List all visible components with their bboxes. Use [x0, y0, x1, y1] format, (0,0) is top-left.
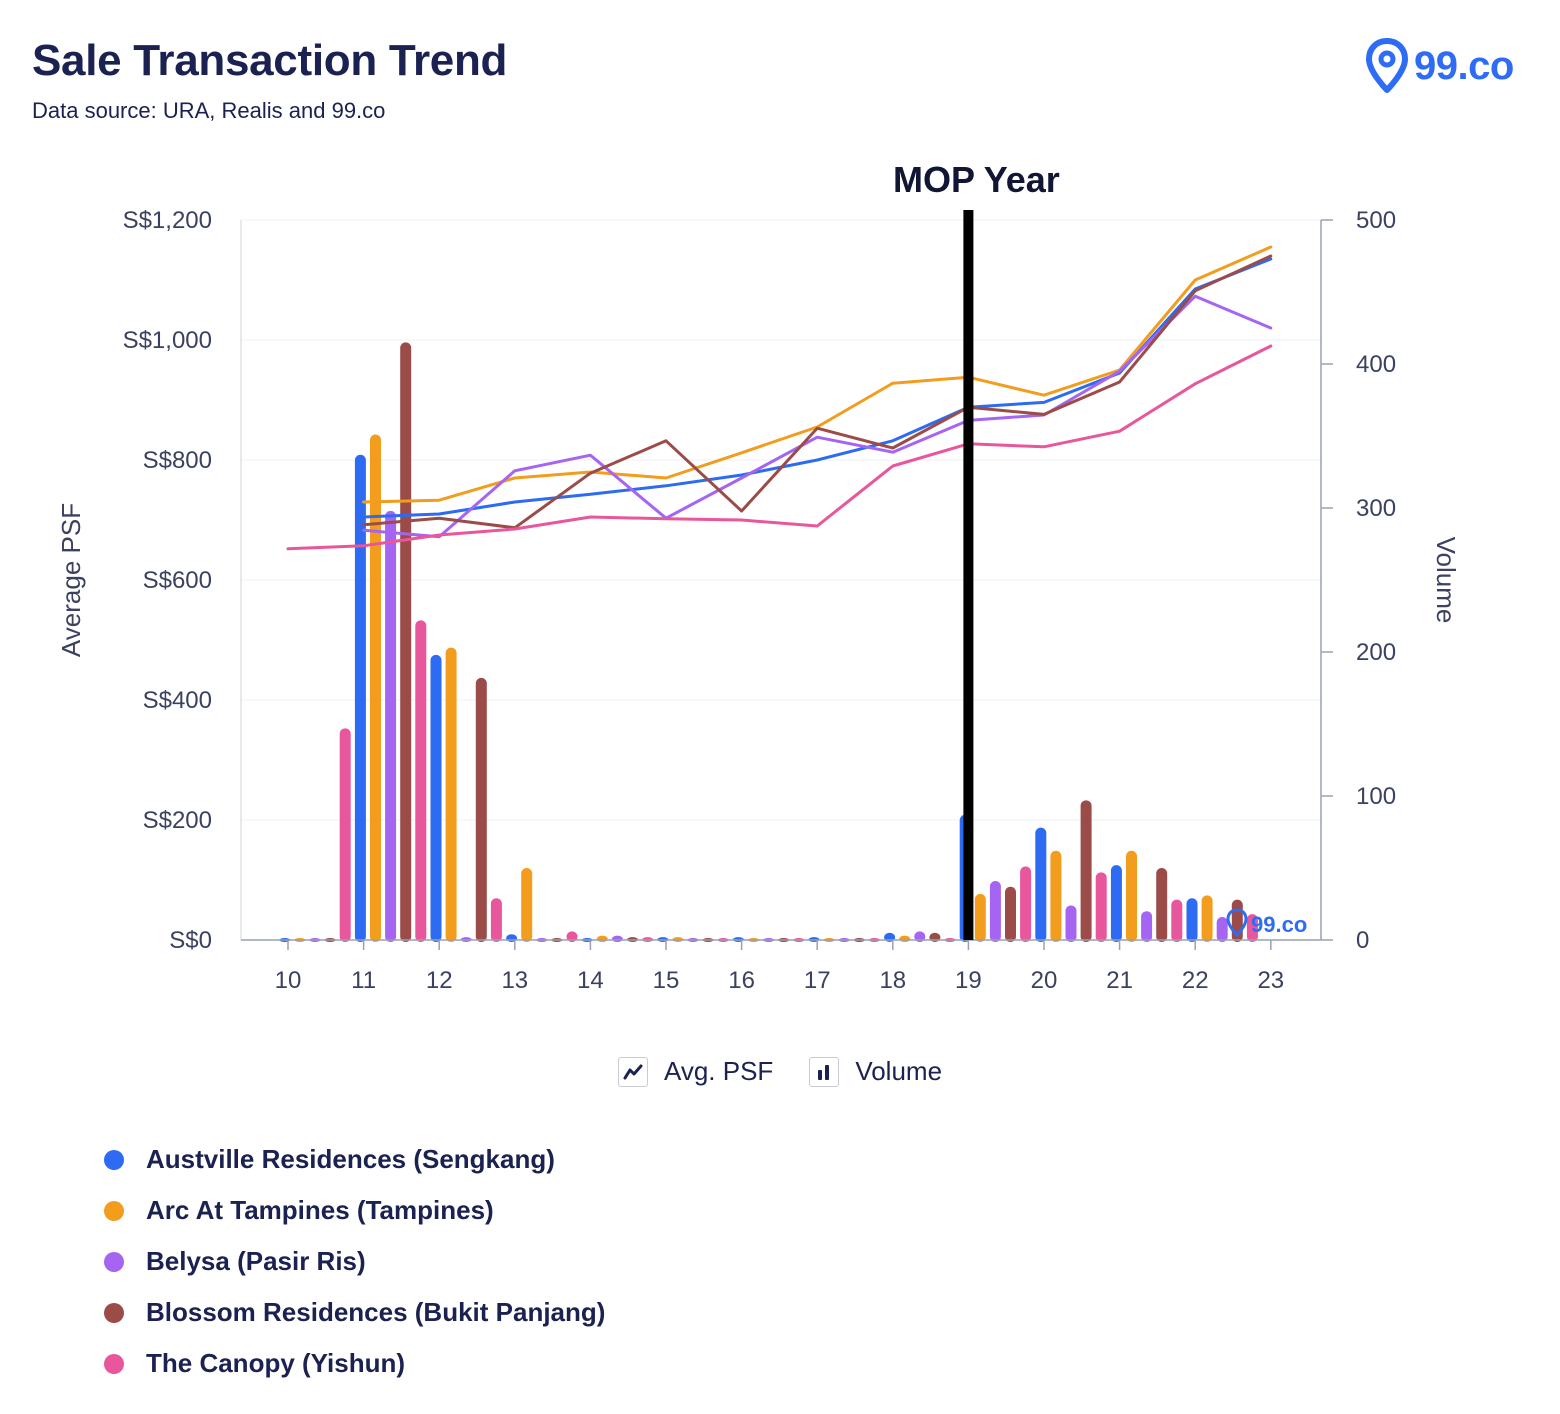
watermark-pin-icon	[1226, 908, 1248, 938]
volume-bar	[1156, 868, 1168, 942]
volume-bar	[430, 654, 442, 942]
y-right-tick-label: 400	[1356, 351, 1396, 378]
series-legend-item[interactable]: The Canopy (Yishun)	[104, 1338, 605, 1389]
x-tick-label: 11	[351, 967, 376, 994]
series-legend-item[interactable]: Austville Residences (Sengkang)	[104, 1134, 605, 1185]
volume-bar	[370, 434, 381, 942]
y-left-tick-label: S$600	[143, 567, 212, 594]
psf-line	[362, 257, 1273, 519]
legend-avg-psf[interactable]: Avg. PSF	[617, 1056, 774, 1087]
volume-bar	[415, 620, 427, 942]
volume-bar	[354, 454, 366, 942]
volume-bar	[974, 893, 986, 942]
brand-name: 99.co	[1414, 43, 1514, 88]
x-tick-label: 10	[275, 967, 302, 994]
series-legend: Austville Residences (Sengkang) Arc At T…	[104, 1134, 605, 1389]
y-right-tick-label: 0	[1356, 927, 1369, 954]
series-dot	[104, 1251, 124, 1272]
chart-title: Sale Transaction Trend	[32, 36, 508, 85]
line-chart-icon	[617, 1056, 648, 1087]
volume-bar	[1246, 914, 1258, 942]
psf-line	[362, 294, 1273, 539]
y-left-tick-label: S$400	[143, 687, 212, 714]
volume-bar	[1216, 916, 1228, 942]
volume-bar	[1080, 800, 1092, 942]
chart-legend: Avg. PSF Volume	[0, 1056, 1560, 1087]
series-legend-item[interactable]: Arc At Tampines (Tampines)	[104, 1185, 605, 1236]
volume-bar	[1035, 827, 1047, 942]
volume-bar	[611, 935, 623, 942]
volume-bar	[400, 342, 412, 942]
series-legend-label: Belysa (Pasir Ris)	[146, 1246, 366, 1276]
y-right-tick-label: 100	[1356, 783, 1396, 810]
mop-marker-line	[963, 210, 974, 940]
volume-bar	[475, 677, 487, 942]
volume-bar	[1110, 865, 1122, 942]
volume-bar	[445, 647, 457, 942]
volume-bar	[1171, 899, 1183, 942]
legend-avg-psf-label: Avg. PSF	[663, 1056, 774, 1086]
x-tick-label: 13	[501, 967, 528, 994]
transaction-chart: S$0 S$200 S$400 S$600 S$800 S$1,000 S$1,200 0 10…	[56, 159, 1461, 994]
bar-chart-icon	[809, 1056, 840, 1087]
x-tick-label: 16	[728, 967, 755, 994]
legend-volume-label: Volume	[855, 1056, 943, 1086]
y-left-tick-label: S$0	[169, 927, 212, 954]
y-left-tick-label: S$1,000	[123, 327, 212, 354]
volume-bar	[596, 935, 608, 942]
y-right-axis-title: Volume	[1431, 537, 1461, 624]
volume-bar	[1050, 850, 1062, 942]
series-legend-label: Austville Residences (Sengkang)	[146, 1144, 555, 1174]
legend-volume[interactable]: Volume	[809, 1056, 942, 1087]
series-legend-label: The Canopy (Yishun)	[146, 1348, 406, 1378]
volume-bar	[385, 510, 397, 942]
volume-bar	[1186, 898, 1198, 942]
x-tick-label: 18	[879, 967, 906, 994]
series-dot	[104, 1149, 124, 1170]
y-left-tick-label: S$1,200	[123, 207, 212, 234]
brand-logo: 99.co	[1366, 36, 1536, 96]
psf-line	[362, 245, 1273, 504]
series-legend-item[interactable]: Blossom Residences (Bukit Panjang)	[104, 1287, 605, 1338]
y-right-tick-label: 500	[1356, 207, 1396, 234]
volume-bar	[1065, 905, 1077, 942]
x-tick-label: 19	[955, 967, 982, 994]
volume-bar	[339, 728, 351, 942]
volume-bar	[989, 880, 1001, 942]
x-tick-label: 14	[577, 967, 604, 994]
x-tick-label: 17	[804, 967, 831, 994]
psf-line	[362, 254, 1273, 530]
volume-bar	[521, 868, 533, 942]
x-tick-label: 21	[1106, 967, 1133, 994]
series-dot	[104, 1353, 124, 1374]
x-tick-label: 12	[426, 967, 453, 994]
y-left-axis-title: Average PSF	[56, 503, 86, 657]
volume-bar	[899, 935, 911, 942]
y-left-tick-label: S$200	[143, 807, 212, 834]
mop-annotation-label: MOP Year	[893, 159, 1060, 200]
watermark-text: 99.co	[1251, 912, 1307, 937]
series-legend-label: Blossom Residences (Bukit Panjang)	[146, 1297, 606, 1327]
x-tick-label: 20	[1031, 967, 1058, 994]
series-dot	[104, 1200, 124, 1221]
chart-subtitle: Data source: URA, Realis and 99.co	[32, 98, 386, 123]
psf-line	[286, 344, 1273, 551]
volume-bar	[1005, 886, 1016, 942]
series-legend-label: Arc At Tampines (Tampines)	[146, 1195, 494, 1225]
location-pin-icon	[1366, 38, 1408, 93]
x-tick-label: 22	[1182, 967, 1209, 994]
y-right-tick-label: 300	[1356, 495, 1396, 522]
volume-bar	[1020, 866, 1032, 942]
series-legend-item[interactable]: Belysa (Pasir Ris)	[104, 1236, 605, 1287]
volume-bar	[1201, 895, 1213, 942]
volume-bar	[1141, 911, 1153, 942]
volume-bar	[490, 898, 502, 942]
y-right-tick-label: 200	[1356, 639, 1396, 666]
x-tick-label: 23	[1257, 967, 1284, 994]
volume-bar	[1126, 850, 1137, 942]
x-tick-label: 15	[653, 967, 680, 994]
series-dot	[104, 1302, 124, 1323]
y-left-tick-label: S$800	[143, 447, 212, 474]
volume-bar	[1095, 872, 1107, 942]
